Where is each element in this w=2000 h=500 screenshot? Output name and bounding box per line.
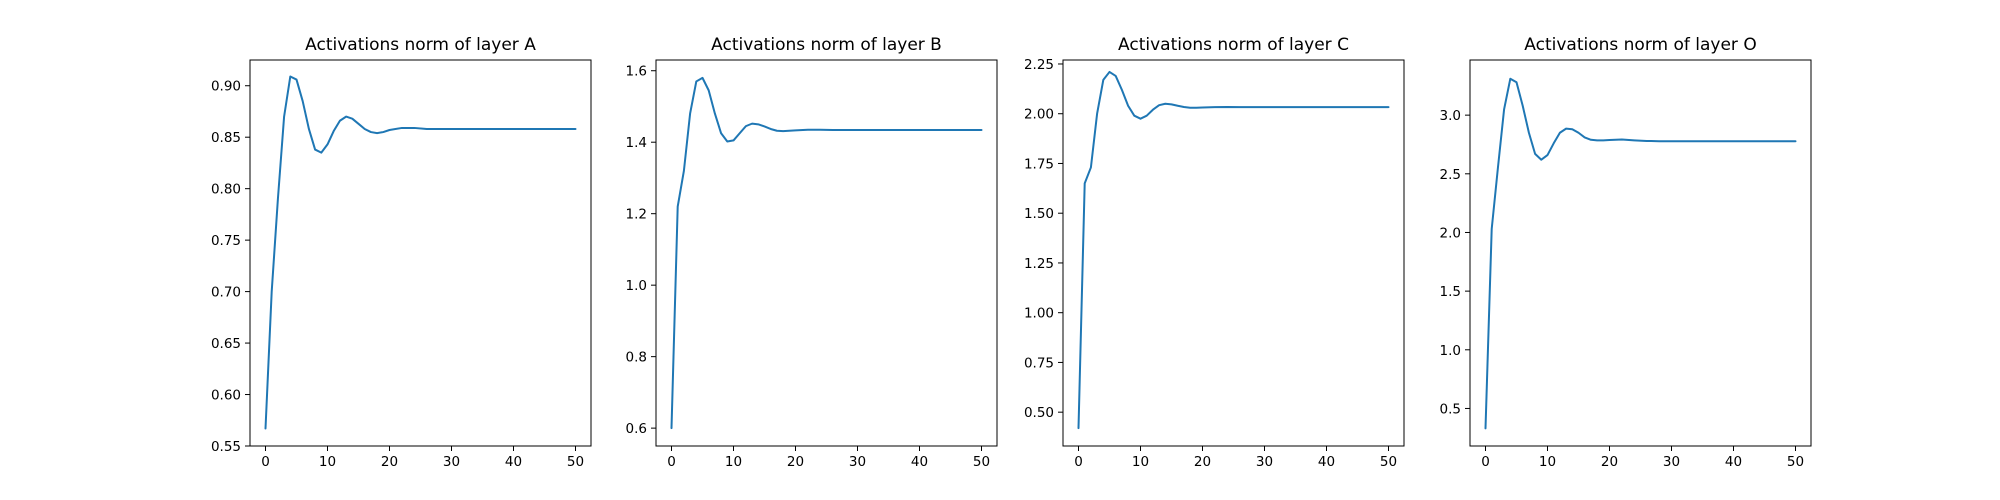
series-line: [1484, 77, 1797, 430]
x-tick-label: 20: [1601, 454, 1618, 470]
y-tick-label: 0.80: [211, 182, 241, 198]
x-tick-label: 30: [1256, 454, 1273, 470]
y-tick-label: 3.0: [1440, 108, 1461, 124]
y-tick-label: 1.6: [626, 64, 647, 80]
x-tick-label: 0: [667, 454, 676, 470]
series-line: [1077, 70, 1390, 430]
x-tick-label: 40: [1318, 454, 1335, 470]
y-tick-label: 0.5: [1440, 401, 1461, 417]
chart-title: Activations norm of layer B: [711, 35, 942, 55]
x-tick-label: 40: [1725, 454, 1742, 470]
y-tick-label: 2.5: [1440, 167, 1461, 183]
x-tick-label: 10: [319, 454, 336, 470]
y-tick-label: 0.65: [211, 336, 241, 352]
y-tick-label: 0.75: [1024, 355, 1054, 371]
y-tick-label: 1.0: [1440, 343, 1461, 359]
x-tick-label: 20: [381, 454, 398, 470]
y-tick-label: 1.5: [1440, 284, 1461, 300]
axes-frame: [1062, 59, 1405, 447]
chart-title: Activations norm of layer C: [1118, 35, 1349, 55]
x-tick-label: 10: [725, 454, 742, 470]
y-tick-label: 1.50: [1024, 206, 1054, 222]
x-tick-label: 30: [849, 454, 866, 470]
x-tick-label: 20: [1194, 454, 1211, 470]
chart-panel-layer-a: Activations norm of layer A 0 10 20 30 40 50 0.…: [211, 35, 592, 470]
x-tick-label: 30: [443, 454, 460, 470]
y-tick-label: 0.50: [1024, 405, 1054, 421]
x-tick-label: 50: [1787, 454, 1804, 470]
y-tick-label: 0.60: [211, 388, 241, 404]
y-tick-label: 2.25: [1024, 57, 1054, 73]
chart-title: Activations norm of layer O: [1524, 35, 1756, 55]
y-tick-label: 1.2: [626, 207, 647, 223]
chart-panel-layer-o: Activations norm of layer O 0 10 20 30 40 50 0.…: [1440, 35, 1812, 470]
y-tick-label: 1.0: [626, 278, 647, 294]
y-tick-label: 1.25: [1024, 256, 1054, 272]
x-tick-label: 10: [1539, 454, 1556, 470]
axes-frame: [655, 59, 998, 447]
x-tick-label: 40: [911, 454, 928, 470]
y-tick-label: 0.55: [211, 439, 241, 455]
chart-title: Activations norm of layer A: [305, 35, 536, 55]
chart-panel-layer-b: Activations norm of layer B 0 10 20 30 40 50 0.…: [626, 35, 998, 470]
x-tick-label: 40: [505, 454, 522, 470]
x-tick-label: 0: [1481, 454, 1490, 470]
y-tick-label: 0.90: [211, 79, 241, 95]
y-tick-label: 0.6: [626, 421, 647, 437]
y-tick-label: 2.00: [1024, 107, 1054, 123]
y-tick-label: 2.0: [1440, 225, 1461, 241]
x-tick-label: 0: [1074, 454, 1083, 470]
series-line: [264, 75, 577, 430]
y-tick-label: 0.85: [211, 130, 241, 146]
y-tick-label: 0.70: [211, 285, 241, 301]
y-tick-label: 0.8: [626, 350, 647, 366]
series-line: [670, 76, 983, 430]
x-tick-label: 10: [1132, 454, 1149, 470]
y-tick-label: 0.75: [211, 233, 241, 249]
x-tick-label: 20: [787, 454, 804, 470]
x-tick-label: 50: [973, 454, 990, 470]
chart-panel-layer-c: Activations norm of layer C 0 10 20 30 40 50 0.…: [1024, 35, 1405, 470]
y-tick-label: 1.75: [1024, 156, 1054, 172]
x-tick-label: 50: [567, 454, 584, 470]
axes-frame: [1469, 59, 1812, 447]
y-tick-label: 1.00: [1024, 306, 1054, 322]
x-tick-label: 0: [261, 454, 270, 470]
x-tick-label: 50: [1380, 454, 1397, 470]
axes-frame: [249, 59, 592, 447]
x-tick-label: 30: [1663, 454, 1680, 470]
y-tick-label: 1.4: [626, 135, 647, 151]
